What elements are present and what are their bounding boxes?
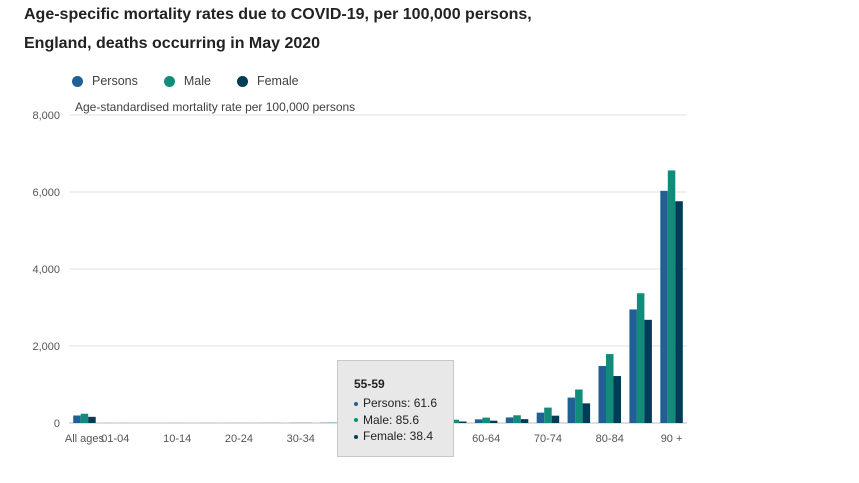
y-tick-label: 6,000 [32,187,60,199]
tooltip-value-female: Female: 38.4 [363,429,434,443]
x-tick-label: 60-64 [472,433,500,445]
x-tick-label: 01-04 [101,433,129,445]
bar-male [636,293,645,423]
bar-male [513,415,521,423]
bar-male [667,170,676,423]
bar-female [613,376,621,423]
x-tick-label: 70-74 [534,433,562,445]
bar-male [451,419,459,423]
bar-female [644,319,652,423]
legend-item-male[interactable]: Male [163,74,211,88]
y-axis-label: Age-standardised mortality rate per 100,… [75,100,355,114]
bar-male [544,407,552,423]
bar-female [489,420,498,423]
bar-persons [505,417,514,423]
bar-female [520,419,529,423]
y-tick-label: 2,000 [32,341,60,353]
bar-female [675,201,683,423]
tooltip-row-persons: Persons: 61.6 [354,395,453,412]
x-tick-label: 10-14 [163,433,191,445]
tooltip-value-male: Male: 85.6 [363,412,420,427]
legend-item-persons[interactable]: Persons [72,74,138,88]
bar-female [582,403,591,423]
tooltip-dot-male [354,418,358,423]
bar-female [551,415,560,423]
legend-label-female: Female [256,74,299,88]
bar-female [88,416,96,423]
chart-title-line-2: England, deaths occurring in May 2020 [24,35,321,52]
chart-legend: Persons Male Female [72,74,299,88]
y-tick-label: 0 [54,418,60,430]
x-tick-label: 30-34 [287,433,315,445]
tooltip-dot-persons [354,401,358,406]
tooltip-value-persons: Persons: 61.6 [363,396,438,410]
bar-male [575,389,583,423]
legend-dot-persons [72,75,83,87]
chart-title-line-1: Age-specific mortality rates due to COVI… [24,6,532,23]
tooltip-dot-female [354,434,358,439]
x-tick-label: 90 + [661,433,683,445]
bar-persons [536,412,545,423]
bar-persons [73,415,81,423]
y-tick-label: 4,000 [32,264,60,276]
y-tick-label: 8,000 [32,110,60,122]
bar-male [606,354,614,423]
x-tick-label: 20-24 [225,433,253,445]
bar-male [482,417,490,423]
bar-female [459,421,467,423]
legend-label-persons: Persons [92,74,138,88]
legend-dot-male [163,75,175,87]
x-tick-label: All ages [65,433,105,445]
bar-male [80,413,89,423]
bar-persons [629,309,637,423]
chart-tooltip: 55-59 Persons: 61.6 Male: 85.6 Female: 3… [337,360,454,457]
bar-persons [567,397,576,423]
tooltip-row-female: Female: 38.4 [354,428,453,445]
bar-persons [660,190,668,423]
bar-persons [598,366,606,423]
legend-item-female[interactable]: Female [236,74,299,88]
tooltip-row-male: Male: 85.6 [354,412,453,429]
legend-label-male: Male [183,74,211,88]
bar-persons [474,419,483,423]
tooltip-category: 55-59 [354,377,385,391]
x-tick-label: 80-84 [596,433,624,445]
legend-dot-female [236,75,248,87]
